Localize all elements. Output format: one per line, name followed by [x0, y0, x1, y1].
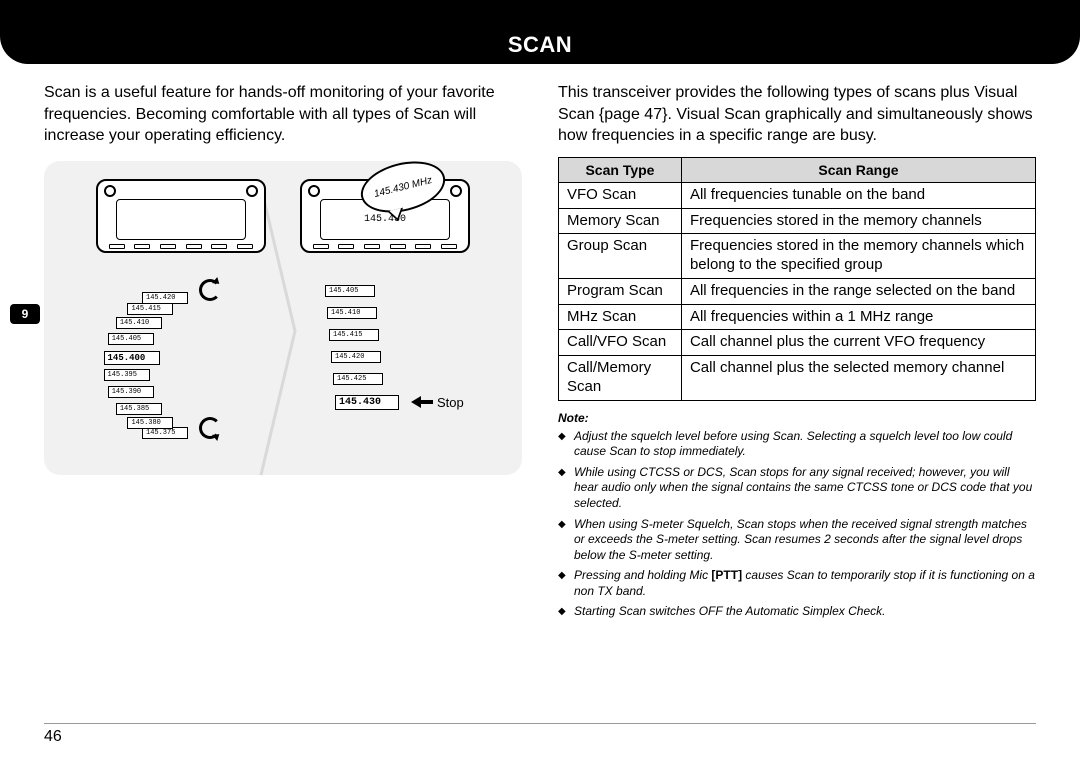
intro-paragraph: Scan is a useful feature for hands-off m…	[44, 82, 522, 147]
note-item: While using CTCSS or DCS, Scan stops for…	[558, 465, 1036, 512]
table-row: Memory ScanFrequencies stored in the mem…	[559, 208, 1036, 234]
freq-chip: 145.420	[331, 351, 381, 363]
stop-indicator: Stop	[411, 395, 464, 410]
scan-type-cell: VFO Scan	[559, 182, 682, 208]
bubble-text: 145.430 MHz	[373, 174, 433, 199]
stop-label: Stop	[437, 395, 464, 410]
scan-figure: 145.375145.380 145.385 145.390 145.395 145.4…	[44, 161, 522, 475]
freq-chip: 145.395	[104, 369, 150, 381]
freq-chip: 145.415	[329, 329, 379, 341]
frequency-stack-right: Stop 145.405145.410145.415145.420145.425…	[315, 265, 455, 455]
scan-range-cell: All frequencies in the range selected on…	[681, 278, 1035, 304]
table-row: Call/VFO ScanCall channel plus the curre…	[559, 330, 1036, 356]
table-row: Call/Memory ScanCall channel plus the se…	[559, 356, 1036, 401]
freq-chip: 145.380	[127, 417, 173, 429]
scan-type-cell: Memory Scan	[559, 208, 682, 234]
col-scan-range: Scan Range	[681, 157, 1035, 182]
content-columns: Scan is a useful feature for hands-off m…	[0, 64, 1080, 625]
frequency-stack-left: 145.375145.380145.385145.390145.395145.4…	[111, 265, 251, 455]
note-item: Adjust the squelch level before using Sc…	[558, 429, 1036, 460]
scan-range-cell: Call channel plus the current VFO freque…	[681, 330, 1035, 356]
transceiver-illustration-left	[96, 179, 266, 253]
freq-chip: 145.425	[333, 373, 383, 385]
col-scan-type: Scan Type	[559, 157, 682, 182]
freq-chip: 145.390	[108, 386, 154, 398]
freq-chip: 145.385	[116, 403, 162, 415]
types-intro-paragraph: This transceiver provides the following …	[558, 82, 1036, 147]
section-number-badge: 9	[10, 304, 40, 324]
scan-type-cell: Program Scan	[559, 278, 682, 304]
page-footer: 46	[44, 723, 1036, 746]
freq-chip: 145.375	[142, 427, 188, 439]
left-arrow-icon	[411, 396, 433, 408]
page-number: 46	[44, 728, 62, 745]
scan-range-cell: All frequencies within a 1 MHz range	[681, 304, 1035, 330]
freq-chip: 145.405	[325, 285, 375, 297]
note-heading: Note:	[558, 411, 1036, 425]
scan-range-cell: Call channel plus the selected memory ch…	[681, 356, 1035, 401]
note-item: When using S-meter Squelch, Scan stops w…	[558, 517, 1036, 564]
scan-type-cell: MHz Scan	[559, 304, 682, 330]
table-header-row: Scan Type Scan Range	[559, 157, 1036, 182]
freq-chip: 145.430	[335, 395, 399, 410]
freq-chip: 145.405	[108, 333, 154, 345]
figure-right-col: 145.430 MHz 145.430 Stop 145.405145.4101…	[300, 179, 470, 455]
freq-chip: 145.420	[142, 292, 188, 304]
scan-range-cell: All frequencies tunable on the band	[681, 182, 1035, 208]
ptt-key: [PTT]	[711, 568, 742, 582]
table-row: Group ScanFrequencies stored in the memo…	[559, 234, 1036, 279]
radio-screen-left	[116, 199, 246, 240]
scan-type-cell: Group Scan	[559, 234, 682, 279]
page-title: SCAN	[508, 32, 572, 64]
scan-type-cell: Call/VFO Scan	[559, 330, 682, 356]
table-row: VFO ScanAll frequencies tunable on the b…	[559, 182, 1036, 208]
table-row: Program ScanAll frequencies in the range…	[559, 278, 1036, 304]
freq-chip: 145.400	[104, 351, 160, 365]
scan-type-cell: Call/Memory Scan	[559, 356, 682, 401]
scan-types-table: Scan Type Scan Range VFO ScanAll frequen…	[558, 157, 1036, 401]
figure-left-col: 145.375145.380 145.385 145.390 145.395 145.4…	[96, 179, 266, 455]
scan-range-cell: Frequencies stored in the memory channel…	[681, 208, 1035, 234]
freq-chip: 145.415	[127, 303, 173, 315]
freq-chip: 145.410	[327, 307, 377, 319]
right-column: This transceiver provides the following …	[558, 82, 1036, 625]
header-bar: SCAN	[0, 0, 1080, 64]
note-item: Starting Scan switches OFF the Automatic…	[558, 604, 1036, 620]
scan-range-cell: Frequencies stored in the memory channel…	[681, 234, 1035, 279]
notes-list: Adjust the squelch level before using Sc…	[558, 429, 1036, 621]
left-column: Scan is a useful feature for hands-off m…	[44, 82, 522, 625]
table-row: MHz ScanAll frequencies within a 1 MHz r…	[559, 304, 1036, 330]
freq-chip: 145.410	[116, 317, 162, 329]
note-item: Pressing and holding Mic [PTT] causes Sc…	[558, 568, 1036, 599]
